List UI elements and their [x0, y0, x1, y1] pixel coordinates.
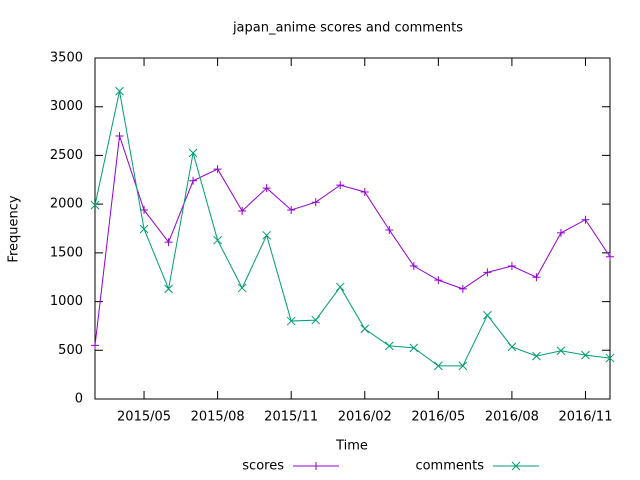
- legend-marker: [312, 462, 320, 470]
- y-tick-label: 2500: [50, 148, 83, 163]
- data-point: [335, 282, 345, 292]
- x-tick-label: 2015/11: [264, 410, 318, 425]
- y-tick-label: 3000: [50, 99, 83, 114]
- data-point: [434, 276, 443, 285]
- data-point: [458, 361, 468, 371]
- data-point: [507, 342, 517, 352]
- data-point: [581, 215, 590, 224]
- data-point: [581, 350, 590, 360]
- data-point: [458, 284, 467, 293]
- data-point: [287, 205, 296, 214]
- data-point: [556, 346, 566, 356]
- data-point: [483, 310, 492, 320]
- legend-label: scores: [242, 459, 284, 474]
- y-tick-label: 500: [58, 343, 83, 358]
- data-point: [483, 268, 492, 277]
- data-point: [409, 343, 419, 353]
- x-tick-label: 2016/08: [485, 410, 539, 425]
- data-point: [433, 361, 443, 371]
- data-point: [213, 235, 222, 245]
- y-tick-label: 1000: [50, 294, 83, 309]
- y-tick-label: 0: [75, 392, 83, 407]
- data-point: [360, 187, 369, 196]
- data-point: [189, 176, 198, 185]
- series-line: [94, 135, 611, 346]
- data-point: [262, 184, 271, 193]
- x-tick-label: 2016/05: [411, 410, 465, 425]
- legend-marker: [511, 461, 521, 471]
- data-point: [507, 262, 516, 271]
- data-point: [115, 86, 124, 96]
- data-point: [115, 131, 124, 140]
- data-point: [164, 284, 173, 294]
- data-point: [311, 315, 321, 325]
- data-point: [262, 230, 272, 240]
- x-tick-label: 2016/02: [338, 410, 392, 425]
- data-point: [409, 262, 418, 271]
- legend-label: comments: [415, 459, 484, 474]
- series-line: [94, 91, 611, 367]
- data-point: [237, 283, 247, 293]
- x-tick-label: 2015/05: [117, 410, 171, 425]
- y-tick-label: 2000: [50, 197, 83, 212]
- chart-title: japan_anime scores and comments: [232, 21, 463, 36]
- y-tick-label: 3500: [50, 51, 83, 66]
- data-point: [384, 341, 394, 351]
- data-point: [385, 225, 394, 234]
- data-point: [360, 324, 370, 334]
- data-point: [139, 224, 149, 234]
- y-tick-label: 1500: [50, 245, 83, 260]
- data-point: [606, 252, 614, 261]
- x-tick-label: 2015/08: [191, 410, 245, 425]
- data-point: [336, 181, 345, 190]
- data-point: [605, 353, 615, 363]
- data-point: [556, 228, 565, 237]
- data-point: [213, 165, 222, 174]
- data-point: [238, 206, 247, 215]
- data-point: [140, 205, 149, 214]
- data-point: [532, 273, 541, 282]
- data-point: [188, 148, 198, 158]
- data-point: [311, 198, 320, 207]
- x-tick-label: 2016/11: [558, 410, 612, 425]
- data-point: [286, 316, 296, 326]
- plot-frame: [94, 57, 611, 400]
- data-point: [90, 200, 100, 210]
- data-point: [532, 351, 541, 361]
- data-point: [91, 341, 99, 350]
- data-point: [164, 238, 173, 247]
- x-axis-label: Time: [335, 439, 368, 454]
- y-axis-label: Frequency: [7, 195, 22, 262]
